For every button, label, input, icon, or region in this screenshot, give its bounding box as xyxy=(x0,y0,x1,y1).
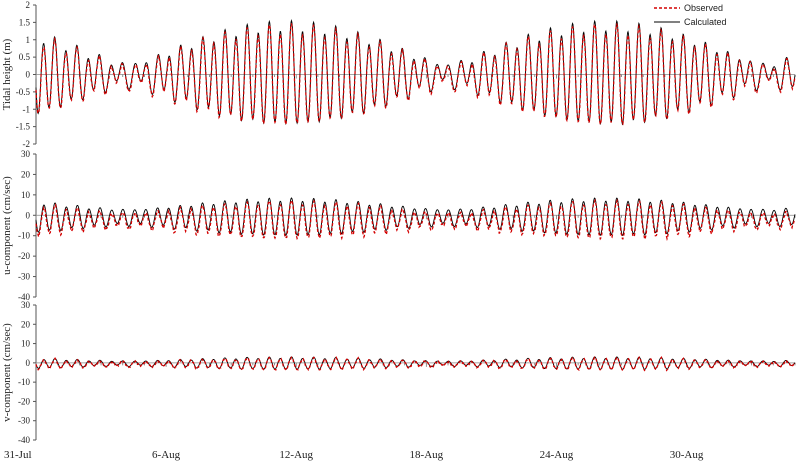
y-axis-title: u-component (cm/sec) xyxy=(1,176,13,275)
y-tick-label: 10 xyxy=(21,339,31,349)
y-tick-label: 10 xyxy=(21,190,31,200)
y-tick-label: -10 xyxy=(18,377,30,387)
y-tick-label: 0 xyxy=(26,70,31,80)
panel-1: -2 -1.5 -1 -0.5 0 0.5 1 1.5 2 Tidal height (m) xyxy=(1,0,796,149)
y-axis-title: v-component (cm/sec) xyxy=(1,323,13,422)
y-tick-label: -20 xyxy=(18,251,30,261)
y-tick-label: -1.5 xyxy=(16,122,31,132)
x-tick-label: 18-Aug xyxy=(410,449,444,461)
panel-2: -40 -30 -20 -10 0 10 20 30 u-component (cm/sec) xyxy=(1,149,796,302)
y-tick-label: -20 xyxy=(18,396,30,406)
x-tick-label: 24-Aug xyxy=(540,449,574,461)
legend-observed-label: Observed xyxy=(684,3,723,13)
y-tick-label: -40 xyxy=(18,292,30,302)
y-tick-label: 1.5 xyxy=(19,17,31,27)
x-tick-label: 12-Aug xyxy=(279,449,313,461)
y-tick-label: 30 xyxy=(21,149,31,159)
y-tick-label: 0 xyxy=(26,210,31,220)
series-calculated-panel-2 xyxy=(35,197,796,237)
y-tick-label: -2 xyxy=(23,139,31,149)
y-tick-label: -1 xyxy=(23,104,31,114)
y-tick-label: 2 xyxy=(26,0,31,10)
y-tick-label: -40 xyxy=(18,435,30,445)
x-tick-label: 31-Jul xyxy=(4,449,32,461)
y-tick-label: 20 xyxy=(21,319,31,329)
series-observed-panel-1 xyxy=(35,22,796,126)
y-tick-label: -30 xyxy=(18,272,30,282)
series-observed-panel-3 xyxy=(35,355,796,372)
y-tick-label: 20 xyxy=(21,169,31,179)
x-tick-label: 30-Aug xyxy=(670,449,704,461)
y-tick-label: 1 xyxy=(26,35,31,45)
y-tick-label: 30 xyxy=(21,300,31,310)
y-tick-label: -10 xyxy=(18,231,30,241)
panel-3: -40 -30 -20 -10 0 10 20 30 v-component (cm/sec) xyxy=(1,300,796,445)
y-tick-label: -0.5 xyxy=(16,87,31,97)
y-tick-label: 0.5 xyxy=(19,52,31,62)
y-tick-label: 0 xyxy=(26,358,31,368)
x-tick-label: 6-Aug xyxy=(152,449,181,461)
legend-calculated-label: Calculated xyxy=(684,17,727,27)
legend: Observed Calculated xyxy=(654,3,727,27)
y-axis-title: Tidal height (m) xyxy=(1,38,13,110)
y-tick-label: -30 xyxy=(18,416,30,426)
series-observed-panel-2 xyxy=(35,198,796,242)
